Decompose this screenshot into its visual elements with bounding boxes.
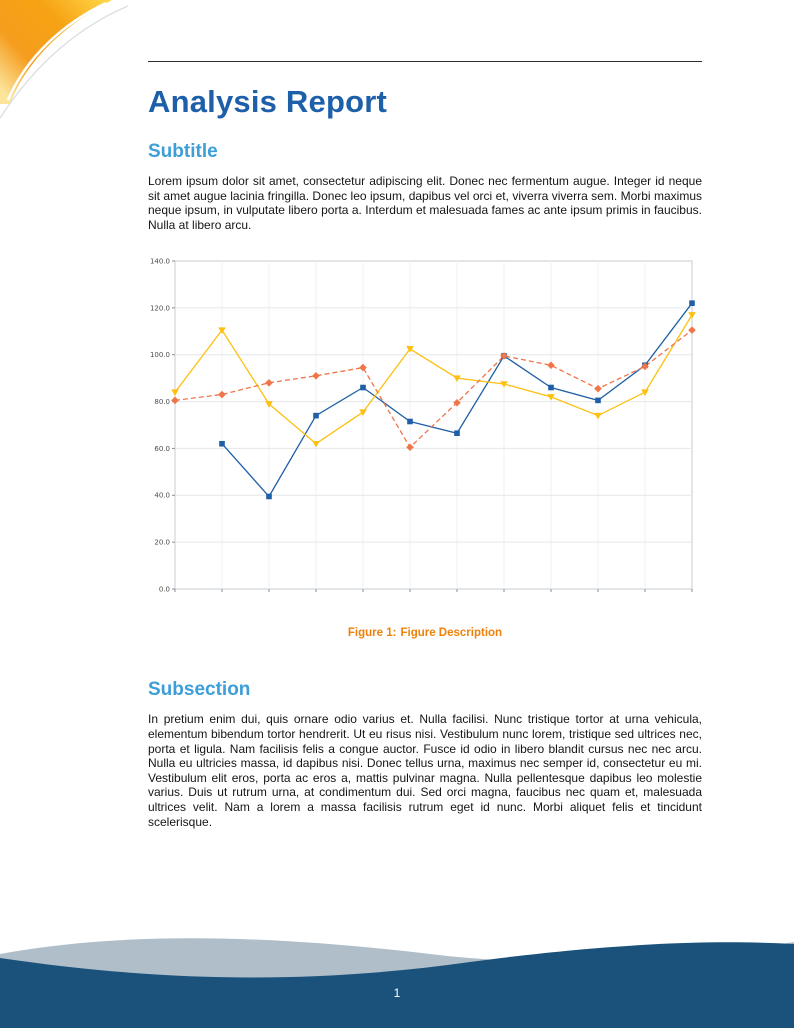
line-chart: 0.0 20.0 40.0 60.0 80.0 100.0 120.0 140.0 <box>148 253 696 599</box>
report-title: Analysis Report <box>148 84 388 119</box>
figure-caption: Figure 1: Figure Description <box>148 627 702 639</box>
document-content: Analysis Report Subtitle Lorem ipsum dol… <box>148 0 702 829</box>
page-number: 1 <box>393 986 401 1000</box>
svg-text:60.0: 60.0 <box>154 445 170 453</box>
figure-1: 0.0 20.0 40.0 60.0 80.0 100.0 120.0 140.0 Figur… <box>148 253 702 639</box>
svg-text:140.0: 140.0 <box>150 258 170 266</box>
paragraph-subsection: In pretium enim dui, quis ornare odio va… <box>148 712 702 829</box>
corner-swoosh-decoration <box>0 0 129 119</box>
paragraph-subtitle: Lorem ipsum dolor sit amet, consectetur … <box>148 174 702 232</box>
header-rule <box>148 61 702 62</box>
figure-caption-label: Figure 1: <box>347 627 397 640</box>
figure-caption-text: Figure Description <box>400 627 503 640</box>
svg-text:20.0: 20.0 <box>154 539 170 547</box>
section-heading-subtitle: Subtitle <box>148 141 218 162</box>
svg-text:80.0: 80.0 <box>154 398 170 406</box>
section-heading-subsection: Subsection <box>148 679 251 701</box>
svg-text:120.0: 120.0 <box>150 305 170 313</box>
svg-text:0.0: 0.0 <box>159 586 170 594</box>
footer-wave-decoration <box>0 938 794 1028</box>
svg-text:40.0: 40.0 <box>154 492 170 500</box>
svg-text:100.0: 100.0 <box>150 351 170 359</box>
